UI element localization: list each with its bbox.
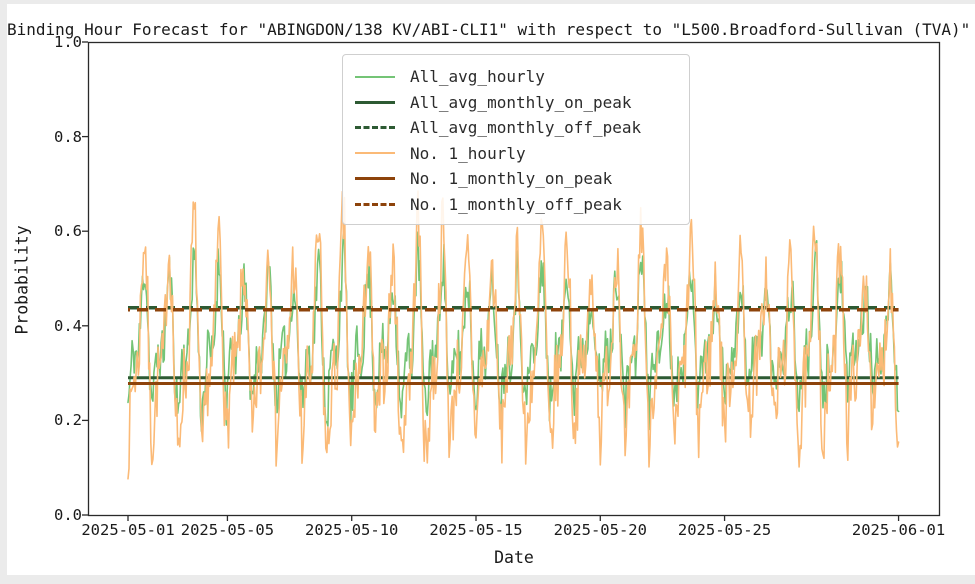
legend-swatch-all-avg-hourly (355, 75, 395, 78)
chart-title: Binding Hour Forecast for "ABINGDON/138 … (7, 20, 971, 39)
legend-label: All_avg_monthly_off_peak (410, 118, 642, 138)
legend-item: No. 1_monthly_off_peak (355, 192, 679, 218)
legend-label: All_avg_hourly (410, 67, 545, 87)
y-tick-label: 0.4 (54, 316, 82, 335)
x-tick-label: 2025-05-20 (553, 521, 647, 539)
x-tick-label: 2025-05-25 (677, 521, 772, 539)
x-tick-label: 2025-05-01 (81, 521, 175, 539)
legend-label: No. 1_hourly (410, 143, 526, 163)
legend-label: No. 1_monthly_on_peak (410, 169, 613, 189)
x-axis-label: Date (494, 548, 534, 567)
x-tick-label: 2025-05-05 (180, 521, 275, 539)
x-tick-label: 2025-05-15 (429, 521, 523, 539)
y-tick-label: 0.8 (54, 127, 82, 146)
legend-swatch-no-1-monthly-on-peak (355, 177, 395, 181)
legend-item: All_avg_hourly (355, 64, 679, 90)
y-tick-label: 1.0 (54, 33, 82, 51)
legend-swatch-no-1-hourly (355, 152, 395, 155)
y-tick-label: 0.6 (54, 222, 82, 241)
legend-item: No. 1_monthly_on_peak (355, 166, 679, 192)
legend-label: No. 1_monthly_off_peak (410, 194, 622, 214)
legend-item: All_avg_monthly_off_peak (355, 115, 679, 141)
legend-swatch-all-avg-monthly-on-peak (355, 100, 395, 104)
legend-swatch-all-avg-monthly-off-peak (355, 126, 395, 130)
series-no-1-hourly (127, 190, 900, 480)
y-tick-label: 0.0 (54, 506, 82, 524)
legend-label: All_avg_monthly_on_peak (410, 92, 632, 112)
plot-frame (87, 41, 941, 517)
y-tick-label: 0.2 (54, 411, 82, 430)
legend: All_avg_hourly All_avg_monthly_on_peak All… (342, 54, 690, 225)
x-tick-label: 2025-05-10 (305, 521, 399, 539)
legend-item: All_avg_monthly_on_peak (355, 90, 679, 116)
legend-swatch-no-1-monthly-off-peak (355, 202, 395, 206)
legend-item: No. 1_hourly (355, 141, 679, 167)
y-axis-label: Probability (12, 225, 32, 335)
x-tick-label: 2025-06-01 (851, 521, 946, 539)
